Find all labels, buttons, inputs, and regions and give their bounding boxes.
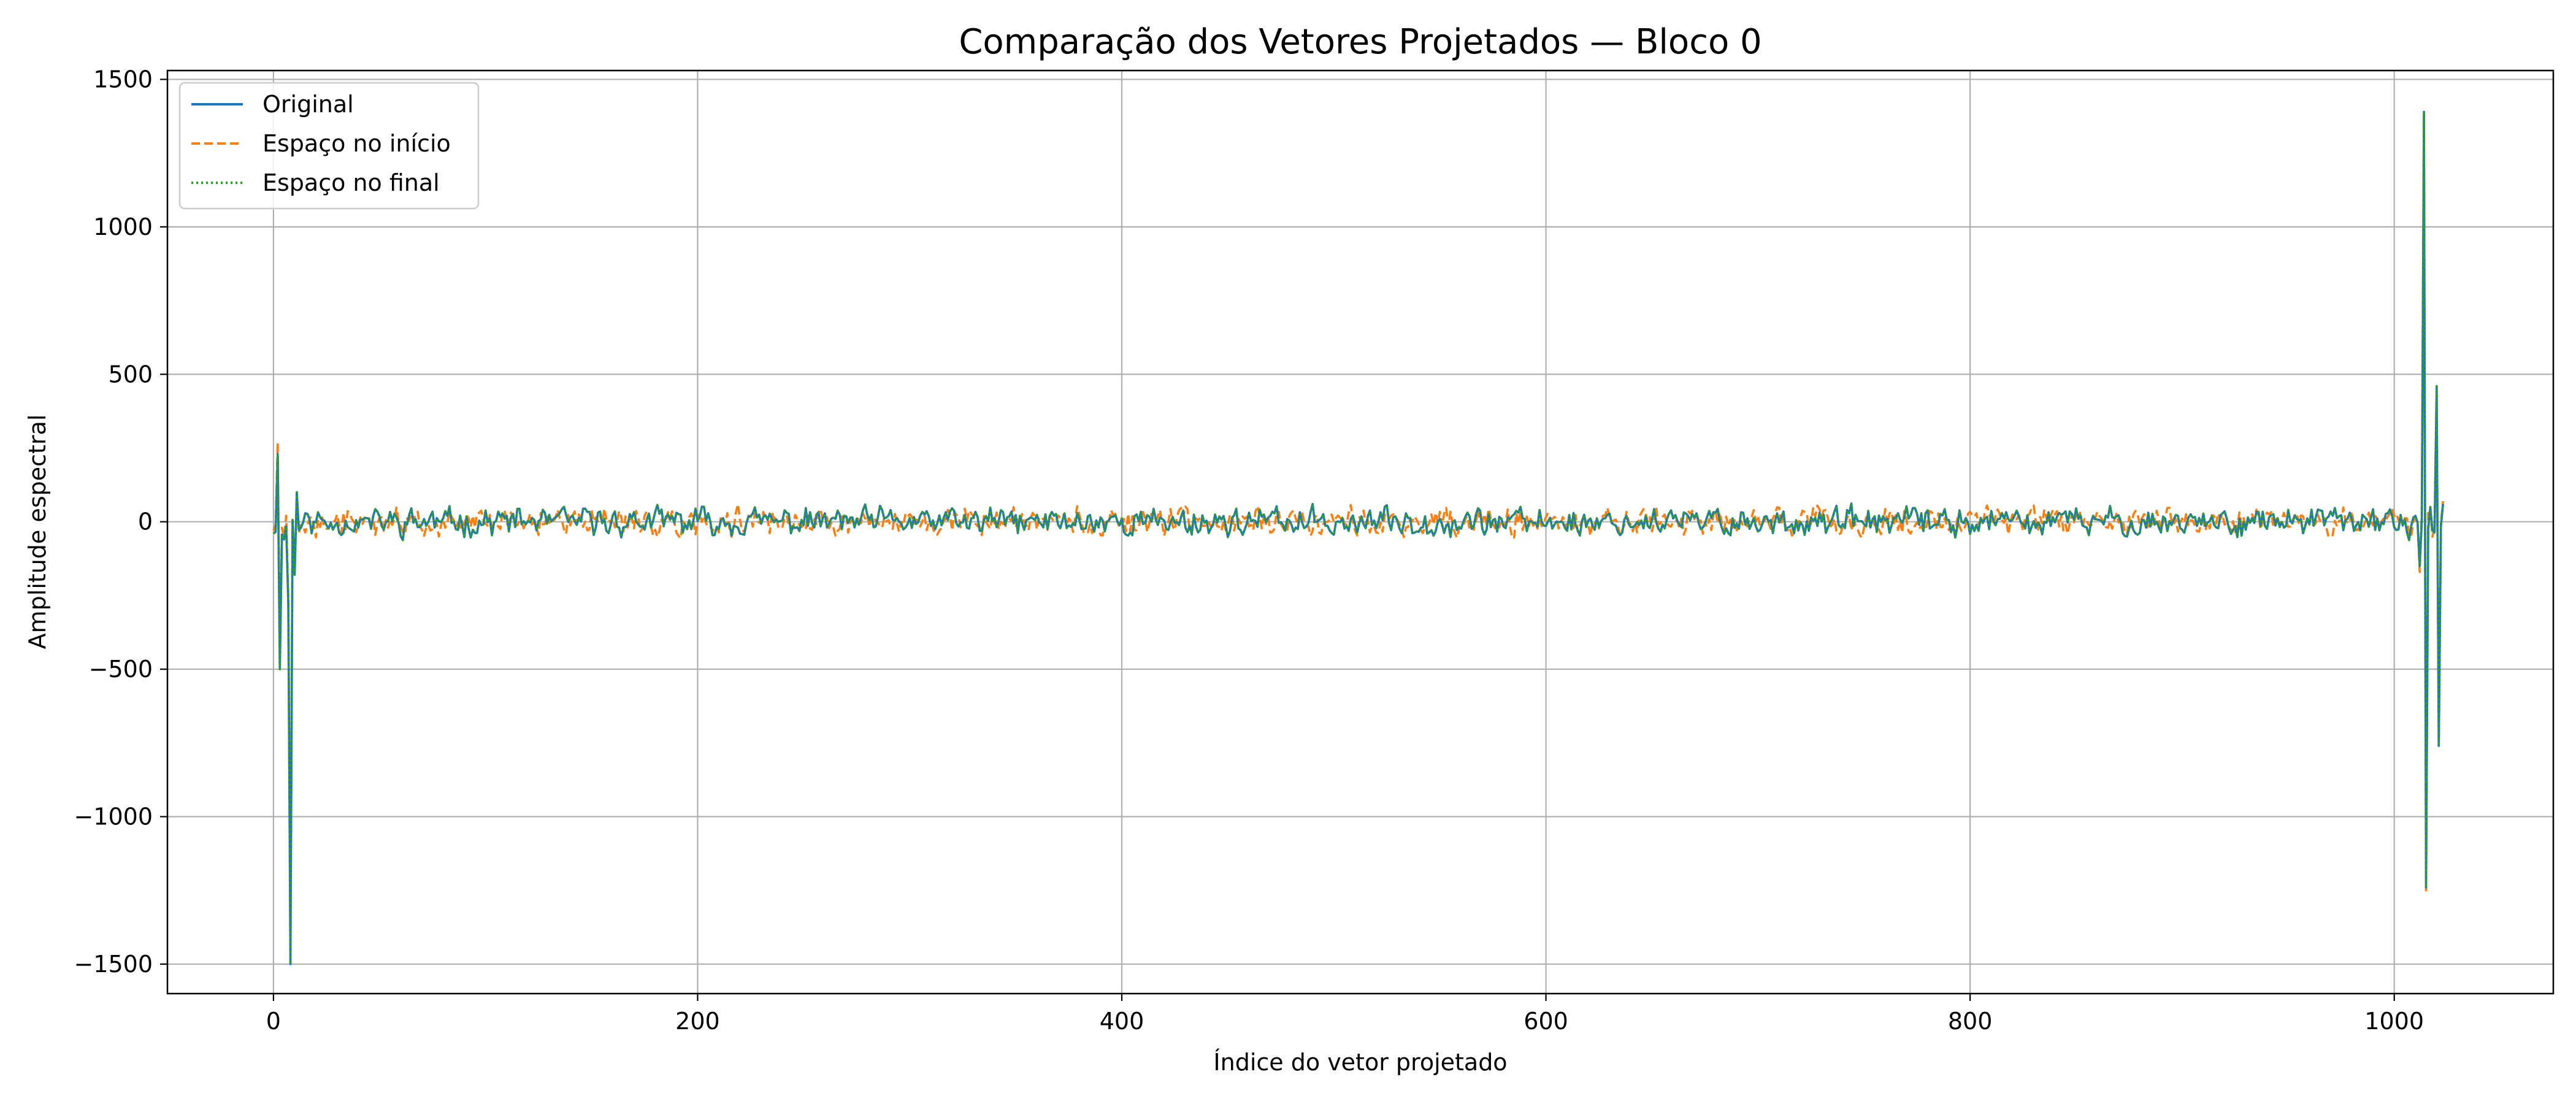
- x-axis-label: Índice do vetor projetado: [1213, 1049, 1507, 1076]
- legend-label-2: Espaço no final: [263, 169, 440, 196]
- legend-label-1: Espaço no início: [263, 130, 451, 157]
- legend-label-0: Original: [263, 91, 354, 118]
- x-tick-label: 200: [675, 1008, 720, 1035]
- plot-frame: [166, 69, 2555, 995]
- legend: Original Espaço no início Espaço no final: [178, 82, 480, 210]
- x-tick-label: 1000: [2364, 1008, 2424, 1035]
- y-tick-label: 500: [108, 361, 153, 388]
- series-group: [272, 110, 2444, 965]
- x-axis: 0 200 400 600 800 1000: [266, 994, 2424, 1035]
- y-tick-label: −1500: [74, 951, 153, 978]
- x-tick-label: 400: [1100, 1008, 1144, 1035]
- chart-title: Comparação dos Vetores Projetados — Bloc…: [959, 22, 1761, 62]
- y-axis: −1500 −1000 −500 0 500 1000 1500: [74, 66, 167, 978]
- y-tick-label: 0: [138, 508, 153, 535]
- y-tick-label: 1000: [93, 213, 153, 240]
- x-tick-label: 0: [266, 1008, 281, 1035]
- x-tick-label: 600: [1524, 1008, 1568, 1035]
- y-axis-label: Amplitude espectral: [24, 415, 51, 650]
- series-line-2: [272, 110, 2444, 965]
- x-tick-label: 800: [1948, 1008, 1993, 1035]
- y-tick-label: −500: [89, 656, 153, 683]
- y-tick-label: 1500: [93, 66, 153, 93]
- legend-box: [178, 82, 480, 210]
- y-tick-label: −1000: [74, 803, 153, 830]
